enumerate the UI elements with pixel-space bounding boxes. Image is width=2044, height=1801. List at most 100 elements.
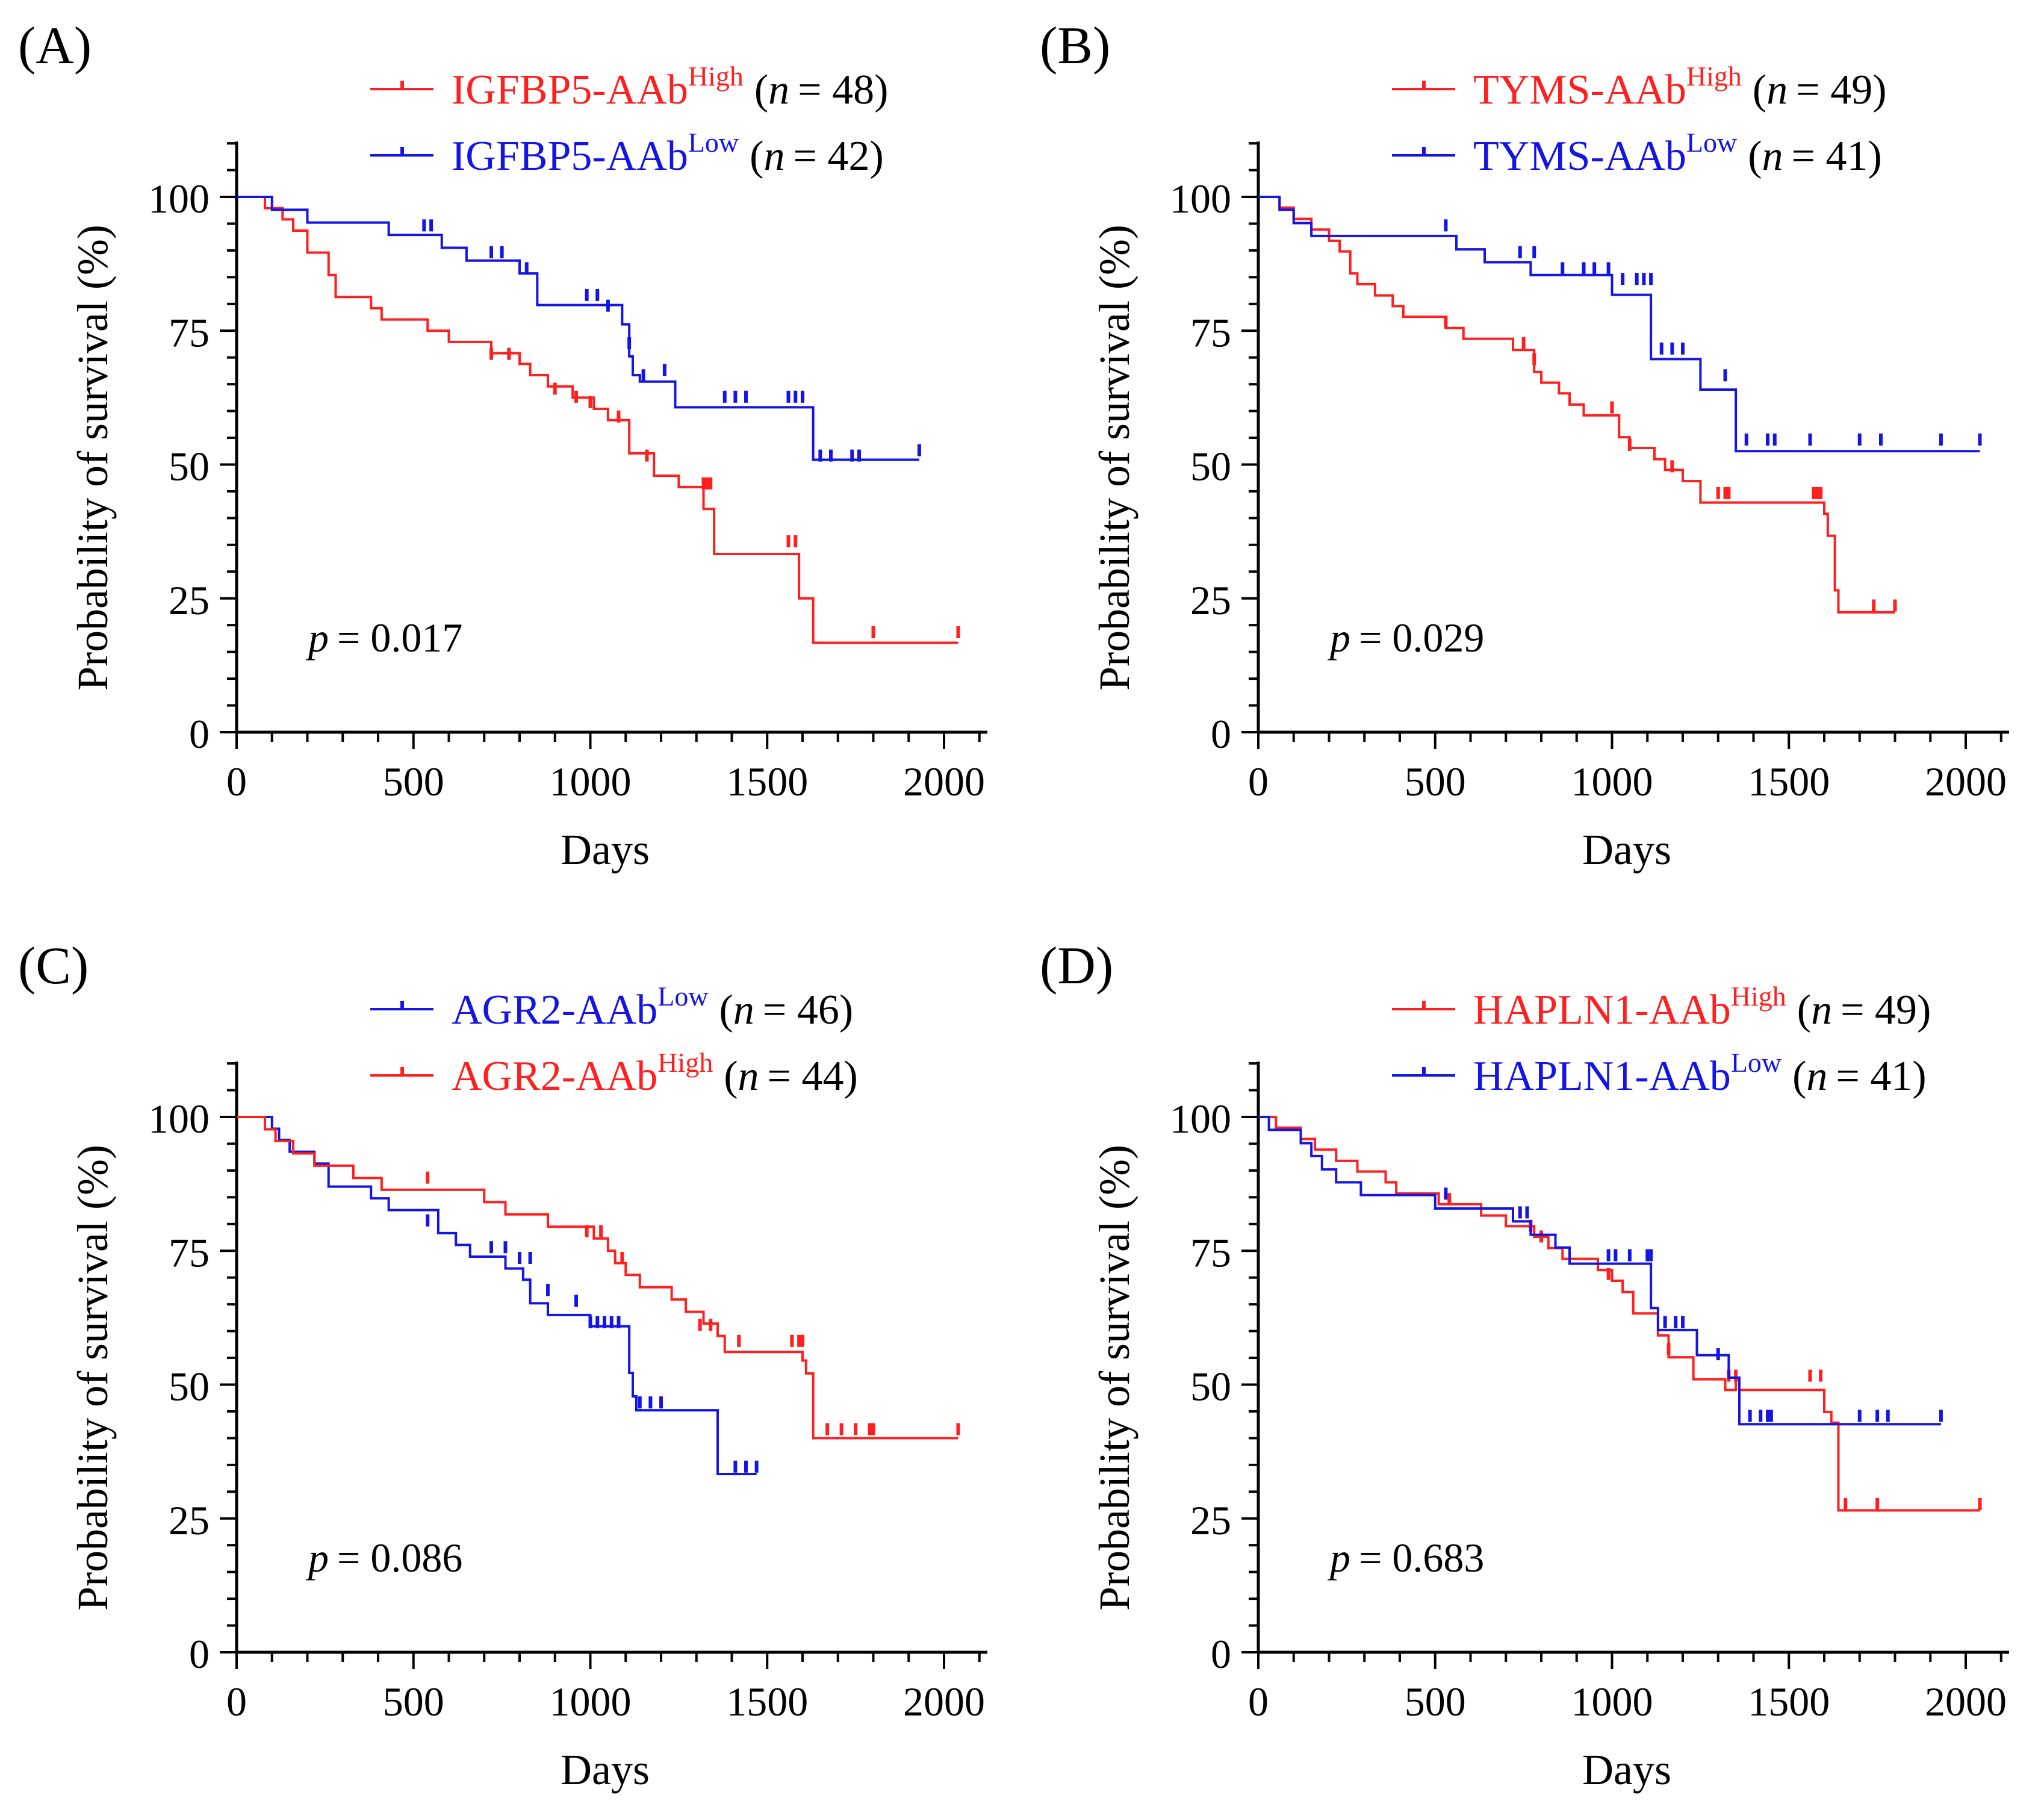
legend-label: IGFBP5-AAb: [452, 133, 688, 179]
x-tick-label: 0: [1248, 1679, 1269, 1725]
legend-entry: AGR2-AAbHigh (n = 44): [452, 1047, 858, 1100]
survival-curve: [237, 196, 958, 644]
y-tick-label: 75: [169, 1230, 210, 1275]
legend-entry: HAPLN1-AAbLow (n = 41): [1473, 1047, 1927, 1100]
y-tick-label: 100: [148, 176, 210, 222]
p-value-annotation: p = 0.029: [1328, 615, 1484, 661]
x-tick-label: 1500: [1748, 1679, 1830, 1725]
series-high: [237, 1116, 960, 1440]
legend-superscript: High: [688, 61, 744, 92]
legend-n-symbol: n: [1766, 67, 1788, 113]
p-value-symbol: p: [306, 1535, 329, 1581]
x-tick-label: 500: [1405, 759, 1466, 804]
legend-n-paren: (: [754, 67, 768, 113]
legend-n-paren: (: [1792, 1053, 1806, 1100]
series-low: [237, 1116, 759, 1475]
legend-label: IGFBP5-AAb: [452, 67, 688, 113]
survival-curve: [237, 1116, 757, 1475]
legend-n-symbol: n: [1806, 1053, 1827, 1100]
y-axis-title: Probability of survival (%): [1090, 1145, 1138, 1611]
series-low: [1258, 196, 1982, 453]
survival-curve: [1258, 196, 1980, 453]
panel-label: (D): [1040, 937, 1113, 995]
x-tick-label: 0: [226, 1679, 247, 1725]
x-tick-label: 1000: [1571, 759, 1653, 804]
legend-n-text: = 48): [798, 67, 888, 113]
legend-superscript: High: [1686, 61, 1742, 92]
legend-n-text: = 49): [1796, 67, 1886, 113]
series-high: [237, 196, 960, 644]
legend-label: HAPLN1-AAb: [1473, 1053, 1731, 1100]
legend-n-text: = 42): [793, 133, 883, 179]
y-tick-label: 25: [1190, 1498, 1231, 1543]
y-tick-label: 75: [1190, 309, 1231, 355]
y-axis-title: Probability of survival (%): [1090, 225, 1138, 691]
series-low: [237, 196, 921, 462]
legend-superscript: Low: [657, 981, 709, 1012]
p-value-symbol: p: [306, 615, 329, 661]
panel-label: (B): [1040, 17, 1110, 75]
p-value-text: = 0.029: [1359, 615, 1484, 661]
y-tick-label: 25: [169, 577, 210, 623]
legend-superscript: Low: [688, 127, 739, 158]
legend-label: AGR2-AAb: [452, 1053, 657, 1100]
legend-n-paren: (: [1748, 133, 1762, 179]
series-high: [1258, 196, 1897, 614]
legend-entry: AGR2-AAbLow (n = 46): [452, 981, 853, 1033]
legend-label: HAPLN1-AAb: [1473, 987, 1731, 1033]
x-tick-label: 2000: [903, 1679, 985, 1725]
legend-entry: HAPLN1-AAbHigh (n = 49): [1473, 981, 1931, 1033]
legend-n-symbol: n: [763, 133, 784, 179]
legend-label: AGR2-AAb: [452, 987, 657, 1033]
p-value-text: = 0.017: [337, 615, 462, 661]
series-low: [1258, 1116, 1943, 1426]
p-value-annotation: p = 0.086: [306, 1535, 462, 1581]
legend-entry: TYMS-AAbHigh (n = 49): [1473, 61, 1887, 113]
y-axis-title: Probability of survival (%): [69, 1145, 117, 1611]
y-tick-label: 50: [169, 1364, 210, 1410]
y-tick-label: 50: [1190, 444, 1231, 490]
y-tick-label: 100: [148, 1096, 210, 1142]
x-axis-title: Days: [561, 826, 650, 874]
x-axis-title: Days: [561, 1746, 650, 1794]
x-tick-label: 2000: [1925, 1679, 2007, 1725]
x-tick-label: 2000: [903, 759, 985, 804]
legend-n-text: = 41): [1836, 1053, 1926, 1100]
legend-entry: IGFBP5-AAbLow (n = 42): [452, 127, 884, 179]
x-tick-label: 1500: [726, 759, 808, 804]
legend-superscript: High: [1731, 981, 1786, 1012]
p-value-annotation: p = 0.017: [306, 615, 462, 661]
legend-n-paren: (: [1753, 67, 1766, 113]
p-value-annotation: p = 0.683: [1328, 1535, 1484, 1581]
p-value-symbol: p: [1328, 1535, 1350, 1581]
legend-n-symbol: n: [1762, 133, 1783, 179]
panel-label: (C): [18, 937, 89, 995]
legend-n-paren: (: [719, 987, 733, 1033]
x-axis-title: Days: [1582, 826, 1671, 874]
survival-curve: [237, 196, 919, 461]
p-value-symbol: p: [1328, 615, 1350, 661]
y-tick-label: 50: [1190, 1364, 1231, 1410]
legend-n-paren: (: [724, 1053, 738, 1100]
y-tick-label: 100: [1170, 176, 1231, 222]
y-tick-label: 25: [1190, 577, 1231, 623]
panel-label: (A): [18, 17, 92, 75]
x-tick-label: 2000: [1925, 759, 2007, 804]
legend-n-symbol: n: [1811, 987, 1832, 1033]
series-high: [1258, 1116, 1982, 1512]
p-value-text: = 0.683: [1359, 1535, 1484, 1581]
y-tick-label: 100: [1170, 1096, 1231, 1142]
y-tick-label: 25: [169, 1498, 210, 1543]
legend-n-text: = 41): [1792, 133, 1882, 179]
y-tick-label: 50: [169, 444, 210, 490]
p-value-text: = 0.086: [337, 1535, 462, 1581]
legend-label: TYMS-AAb: [1473, 67, 1686, 113]
x-axis-title: Days: [1582, 1746, 1671, 1794]
legend-n-text: = 44): [768, 1053, 858, 1100]
survival-curve: [1258, 196, 1895, 614]
